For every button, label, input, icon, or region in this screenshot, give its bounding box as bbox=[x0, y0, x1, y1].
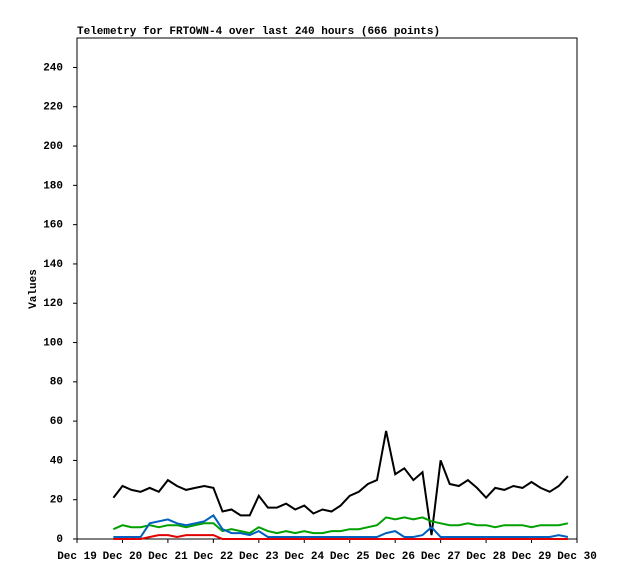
y-tick-label: 240 bbox=[43, 62, 63, 74]
y-tick-label: 220 bbox=[43, 102, 63, 114]
series-line bbox=[113, 534, 568, 540]
plot-frame bbox=[76, 37, 578, 540]
series-line bbox=[113, 514, 569, 538]
y-tick-label: 60 bbox=[50, 416, 63, 428]
x-tick-label: Dec 21 bbox=[148, 551, 188, 563]
y-tick-label: 20 bbox=[50, 495, 63, 507]
x-tick-label: Dec 28 bbox=[466, 551, 506, 563]
x-tick-label: Dec 24 bbox=[284, 551, 324, 563]
y-tick-label: 140 bbox=[43, 259, 63, 271]
y-tick-label: 100 bbox=[43, 337, 63, 349]
series-line bbox=[112, 516, 569, 535]
y-tick-label: 80 bbox=[50, 377, 63, 389]
x-tick-label: Dec 29 bbox=[512, 551, 552, 563]
x-tick-label: Dec 23 bbox=[239, 551, 279, 563]
y-tick-label: 180 bbox=[43, 180, 63, 192]
y-tick-label: 40 bbox=[50, 455, 63, 467]
series-line bbox=[112, 430, 569, 536]
y-axis-label: Values bbox=[28, 269, 40, 309]
x-tick-label: Dec 27 bbox=[421, 551, 461, 563]
x-tick-label: Dec 30 bbox=[557, 551, 597, 563]
x-tick-label: Dec 22 bbox=[194, 551, 234, 563]
y-tick-label: 0 bbox=[56, 534, 63, 546]
y-tick-label: 200 bbox=[43, 141, 63, 153]
chart-title: Telemetry for FRTOWN-4 over last 240 hou… bbox=[77, 26, 440, 38]
y-tick-label: 120 bbox=[43, 298, 63, 310]
x-tick-label: Dec 25 bbox=[330, 551, 370, 563]
x-tick-label: Dec 19 bbox=[57, 551, 97, 563]
x-tick-label: Dec 20 bbox=[103, 551, 143, 563]
x-tick-label: Dec 26 bbox=[375, 551, 415, 563]
y-tick-label: 160 bbox=[43, 220, 63, 232]
